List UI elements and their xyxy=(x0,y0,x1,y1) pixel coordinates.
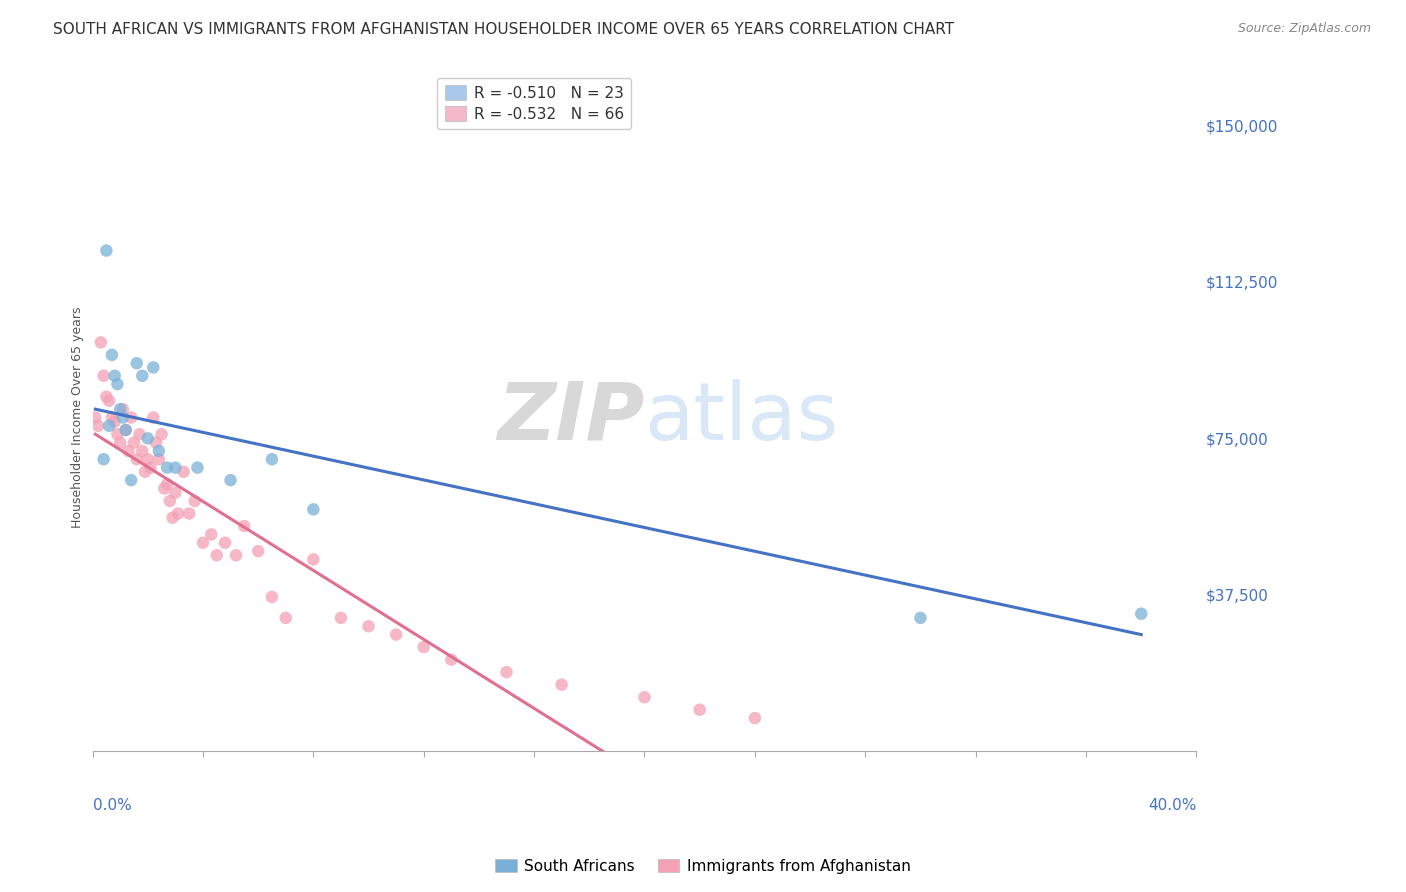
Point xyxy=(125,356,148,370)
Point xyxy=(122,435,145,450)
Point xyxy=(150,427,173,442)
Point xyxy=(107,427,129,442)
Point xyxy=(134,465,156,479)
Point xyxy=(142,410,165,425)
Point xyxy=(93,368,115,383)
Point xyxy=(225,549,247,563)
Point xyxy=(120,410,142,425)
Point xyxy=(183,494,205,508)
Point xyxy=(233,519,256,533)
Point xyxy=(165,460,187,475)
Point xyxy=(96,244,118,258)
Point xyxy=(104,415,127,429)
Point xyxy=(551,678,574,692)
Point xyxy=(186,460,208,475)
Point xyxy=(107,377,129,392)
Point xyxy=(136,431,159,445)
Text: SOUTH AFRICAN VS IMMIGRANTS FROM AFGHANISTAN HOUSEHOLDER INCOME OVER 65 YEARS CO: SOUTH AFRICAN VS IMMIGRANTS FROM AFGHANI… xyxy=(53,22,955,37)
Point xyxy=(108,435,131,450)
Point xyxy=(219,473,242,487)
Point xyxy=(1130,607,1153,621)
Point xyxy=(156,477,179,491)
Point xyxy=(96,390,118,404)
Point xyxy=(156,460,179,475)
Point xyxy=(260,590,283,604)
Point xyxy=(128,427,150,442)
Point xyxy=(114,423,136,437)
Point xyxy=(495,665,517,680)
Point xyxy=(104,368,127,383)
Y-axis label: Householder Income Over 65 years: Householder Income Over 65 years xyxy=(72,307,84,528)
Point xyxy=(125,452,148,467)
Point xyxy=(131,368,153,383)
Point xyxy=(145,435,167,450)
Point xyxy=(117,444,139,458)
Point xyxy=(87,418,110,433)
Point xyxy=(385,627,408,641)
Point xyxy=(179,507,201,521)
Point xyxy=(205,549,228,563)
Point xyxy=(131,444,153,458)
Point xyxy=(93,452,115,467)
Point xyxy=(689,703,711,717)
Text: atlas: atlas xyxy=(644,378,839,457)
Point xyxy=(744,711,766,725)
Text: Source: ZipAtlas.com: Source: ZipAtlas.com xyxy=(1237,22,1371,36)
Point xyxy=(148,444,170,458)
Point xyxy=(633,690,655,705)
Point xyxy=(120,473,142,487)
Point xyxy=(114,423,136,437)
Text: 0.0%: 0.0% xyxy=(93,798,131,814)
Point xyxy=(165,485,187,500)
Point xyxy=(111,410,134,425)
Text: 40.0%: 40.0% xyxy=(1149,798,1197,814)
Point xyxy=(98,393,121,408)
Point xyxy=(191,535,214,549)
Point xyxy=(108,402,131,417)
Point xyxy=(274,611,297,625)
Point xyxy=(910,611,932,625)
Point xyxy=(159,494,181,508)
Point xyxy=(142,360,165,375)
Legend: South Africans, Immigrants from Afghanistan: South Africans, Immigrants from Afghanis… xyxy=(489,853,917,880)
Text: ZIP: ZIP xyxy=(498,378,644,457)
Point xyxy=(302,552,325,566)
Point xyxy=(139,460,162,475)
Point xyxy=(167,507,190,521)
Point xyxy=(329,611,352,625)
Point xyxy=(101,348,124,362)
Point xyxy=(412,640,434,654)
Point xyxy=(98,418,121,433)
Point xyxy=(260,452,283,467)
Point xyxy=(84,410,107,425)
Point xyxy=(162,510,184,524)
Point xyxy=(247,544,270,558)
Point xyxy=(90,335,112,350)
Point xyxy=(153,482,176,496)
Point xyxy=(101,410,124,425)
Point xyxy=(302,502,325,516)
Legend: R = -0.510   N = 23, R = -0.532   N = 66: R = -0.510 N = 23, R = -0.532 N = 66 xyxy=(437,78,631,129)
Point xyxy=(148,452,170,467)
Point xyxy=(440,653,463,667)
Point xyxy=(136,452,159,467)
Point xyxy=(357,619,380,633)
Point xyxy=(111,402,134,417)
Point xyxy=(214,535,236,549)
Point xyxy=(173,465,195,479)
Point xyxy=(200,527,222,541)
